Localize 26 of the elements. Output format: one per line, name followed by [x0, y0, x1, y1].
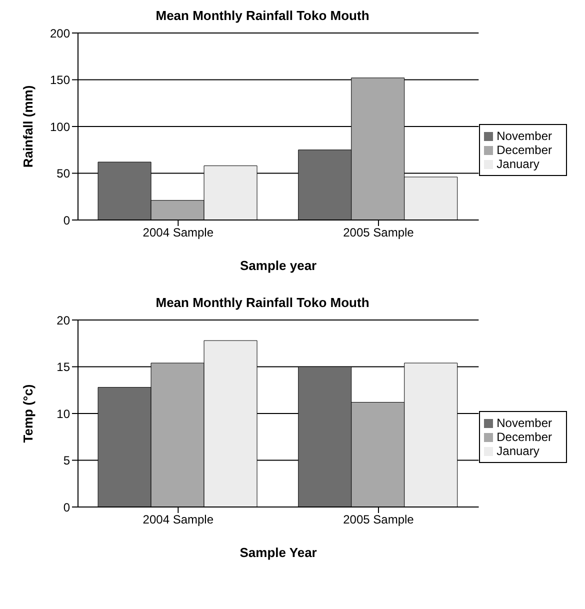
legend-label: December	[496, 143, 552, 157]
x-tick-label: 2005 Sample	[343, 512, 414, 527]
y-tick-label: 150	[50, 73, 70, 88]
x-tick-label: 2004 Sample	[142, 512, 214, 527]
y-tick-label: 5	[63, 454, 70, 468]
legend-label: January	[496, 444, 540, 458]
y-axis-title: Rainfall (mm)	[20, 85, 36, 168]
y-tick-label: 10	[56, 406, 70, 421]
legend-label: November	[496, 129, 552, 143]
y-tick-label: 0	[63, 213, 70, 228]
y-tick-label: 20	[56, 313, 70, 328]
y-tick-label: 50	[56, 166, 70, 181]
x-tick-label: 2004 Sample	[142, 226, 214, 240]
y-tick-label: 100	[50, 120, 70, 134]
x-axis-title: Sample year	[240, 258, 317, 273]
x-axis-title: Sample Year	[240, 545, 317, 560]
x-tick-label: 2005 Sample	[343, 226, 414, 240]
y-tick-label: 200	[50, 26, 70, 40]
legend-label: November	[496, 416, 552, 430]
chart-title: Mean Monthly Rainfall Toko Mouth	[154, 8, 370, 23]
y-axis-title: Temp (°c)	[20, 384, 36, 443]
y-tick-label: 15	[56, 360, 70, 374]
legend-label: January	[496, 157, 540, 171]
chart-title: Mean Monthly Rainfall Toko Mouth	[154, 295, 370, 310]
legend-label: December	[496, 430, 552, 444]
y-tick-label: 0	[63, 500, 70, 514]
